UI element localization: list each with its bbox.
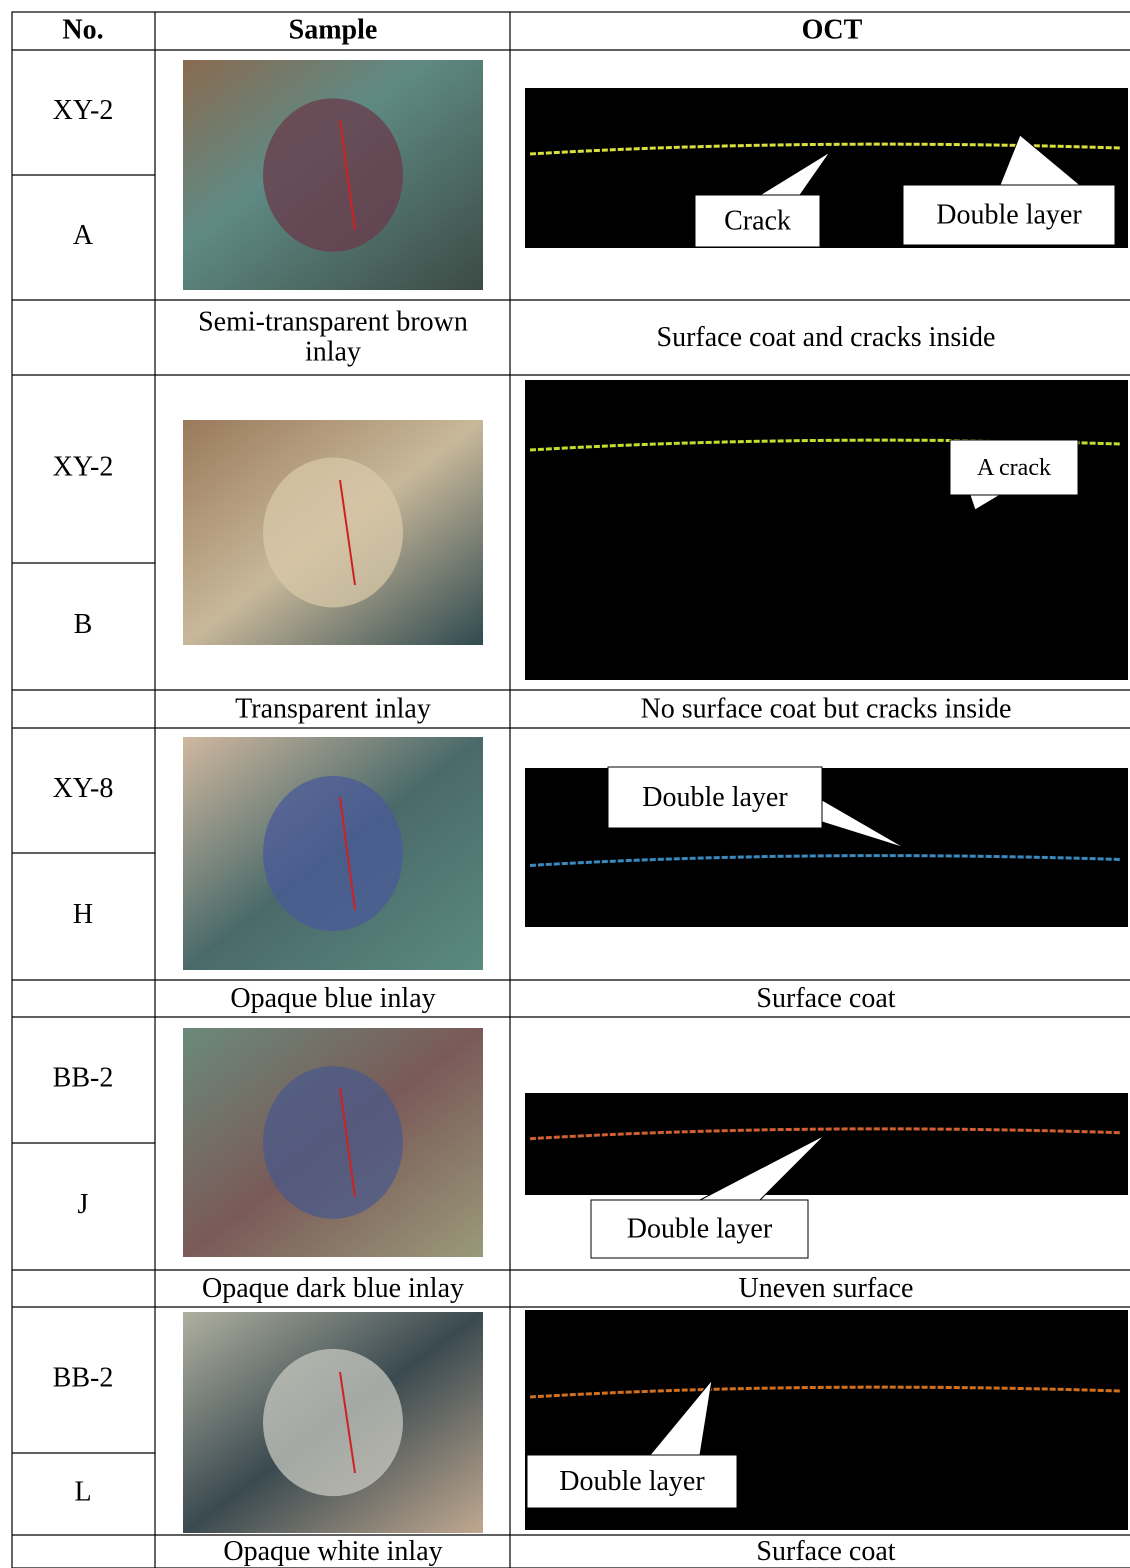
- header-cell: No.: [62, 14, 103, 45]
- sample-caption: Opaque dark blue inlay: [202, 1273, 464, 1304]
- oct-caption: No surface coat but cracks inside: [641, 693, 1012, 724]
- callout-text: Double layer: [627, 1213, 773, 1244]
- row-id: XY-2: [53, 95, 114, 126]
- sample-caption: Transparent inlay: [235, 693, 431, 724]
- inlay-shape: [263, 776, 403, 931]
- inlay-shape: [263, 458, 403, 608]
- row-id: XY-2: [53, 451, 114, 482]
- oct-image: [525, 1093, 1128, 1195]
- row-label: B: [74, 609, 93, 640]
- row-label: A: [73, 220, 94, 251]
- oct-caption: Surface coat and cracks inside: [657, 322, 996, 353]
- header-cell: Sample: [289, 14, 378, 45]
- sample-caption: Opaque blue inlay: [230, 983, 435, 1014]
- callout-text: A crack: [977, 455, 1051, 481]
- inlay-shape: [263, 1066, 403, 1219]
- sample-caption: Opaque white inlay: [223, 1536, 442, 1567]
- table-figure: No. Sample OCT XY-2 A Crack Double layer Sem…: [0, 0, 1130, 1568]
- inlay-shape: [263, 1349, 403, 1496]
- header-cell: OCT: [802, 14, 863, 45]
- callout-text: Crack: [724, 205, 791, 236]
- row-id: XY-8: [53, 773, 114, 804]
- row-label: J: [78, 1189, 89, 1220]
- oct-image: [525, 380, 1128, 680]
- callout-text: Double layer: [642, 782, 788, 813]
- row-id: BB-2: [53, 1362, 114, 1393]
- inlay-shape: [263, 98, 403, 251]
- oct-caption: Uneven surface: [739, 1273, 914, 1304]
- oct-caption: Surface coat: [756, 983, 895, 1014]
- row-label: L: [74, 1476, 91, 1507]
- row-id: BB-2: [53, 1062, 114, 1093]
- callout-text: Double layer: [559, 1466, 705, 1497]
- callout-text: Double layer: [936, 199, 1082, 230]
- row-label: H: [73, 899, 93, 930]
- oct-caption: Surface coat: [756, 1536, 895, 1567]
